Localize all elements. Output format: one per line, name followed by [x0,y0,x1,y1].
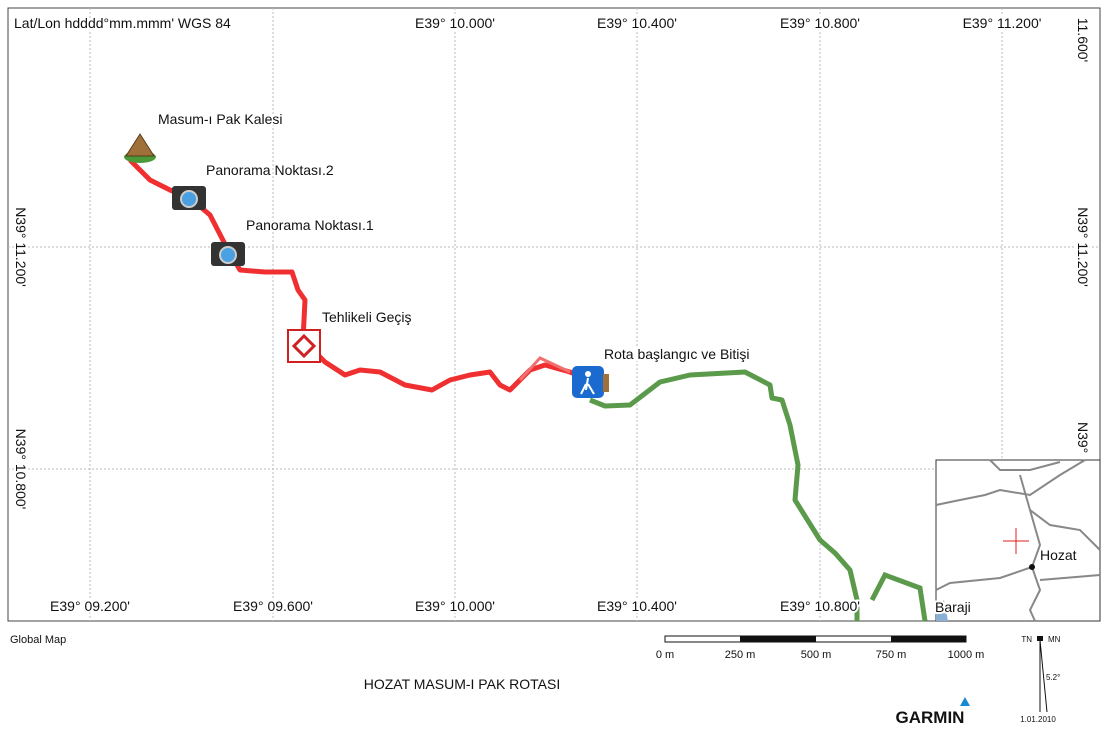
top-grid-label: E39° 11.200' [963,15,1042,31]
true-north-label: TN [1021,635,1032,644]
green-track [589,369,860,621]
north-arrow [1037,636,1048,713]
brand-logo: GARMIN [896,708,965,727]
scale-label: 250 m [725,649,756,661]
date-label: 1.01.2010 [1020,715,1056,724]
camera-icon [172,186,206,210]
left-grid-label: N39° 10.800' [13,429,29,510]
green-track-2 [869,571,928,622]
source-label: Global Map [10,634,66,646]
waypoint-label: Panorama Noktası.2 [206,162,334,178]
map-frame [7,7,1101,622]
inset-label: Hozat [1040,547,1077,563]
right-grid-label: 11.600' [1075,18,1091,62]
right-grid-label: N39° [1075,422,1091,453]
bottom-grid-label: E39° 09.200' [50,598,130,614]
scale-label: 0 m [656,649,674,661]
top-grid-label: E39° 10.400' [597,15,677,31]
camera-icon [211,242,245,266]
waypoint-label: Panorama Noktası.1 [246,217,374,233]
danger-icon [287,329,321,363]
left-grid-label: N39° 11.200' [13,207,29,287]
grid [8,8,1100,621]
hiker-icon [572,366,609,398]
map-title: HOZAT MASUM-I PAK ROTASI [364,676,561,692]
top-grid-label: E39° 10.800' [780,15,860,31]
red-track [128,158,586,393]
garmin-triangle [960,697,970,706]
declination-label: 5.2° [1046,673,1060,682]
bottom-grid-label: E39° 10.800' [780,598,860,614]
top-grid-label: E39° 10.000' [415,15,495,31]
projection-label: Lat/Lon hdddd°mm.mmm' WGS 84 [14,15,231,31]
right-grid-label: N39° 11.200' [1075,207,1091,287]
scale-label: 750 m [876,649,907,661]
inset-label: Baraji [935,599,971,615]
bottom-grid-label: E39° 10.400' [597,598,677,614]
magnetic-north-label: MN [1048,635,1061,644]
bottom-grid-label: E39° 10.000' [415,598,495,614]
waypoint-label: Rota başlangıc ve Bitişi [604,346,750,362]
inset-map: Hozat Baraji [933,459,1101,622]
waypoint-label: Masum-ı Pak Kalesi [158,111,282,127]
bottom-grid-label: E39° 09.600' [233,598,313,614]
scale-label: 1000 m [948,649,985,661]
mountain-icon [124,133,156,163]
waypoint-label: Tehlikeli Geçiş [322,309,411,325]
scale-bar [664,635,967,643]
red-track-loop [518,356,571,382]
scale-label: 500 m [801,649,832,661]
